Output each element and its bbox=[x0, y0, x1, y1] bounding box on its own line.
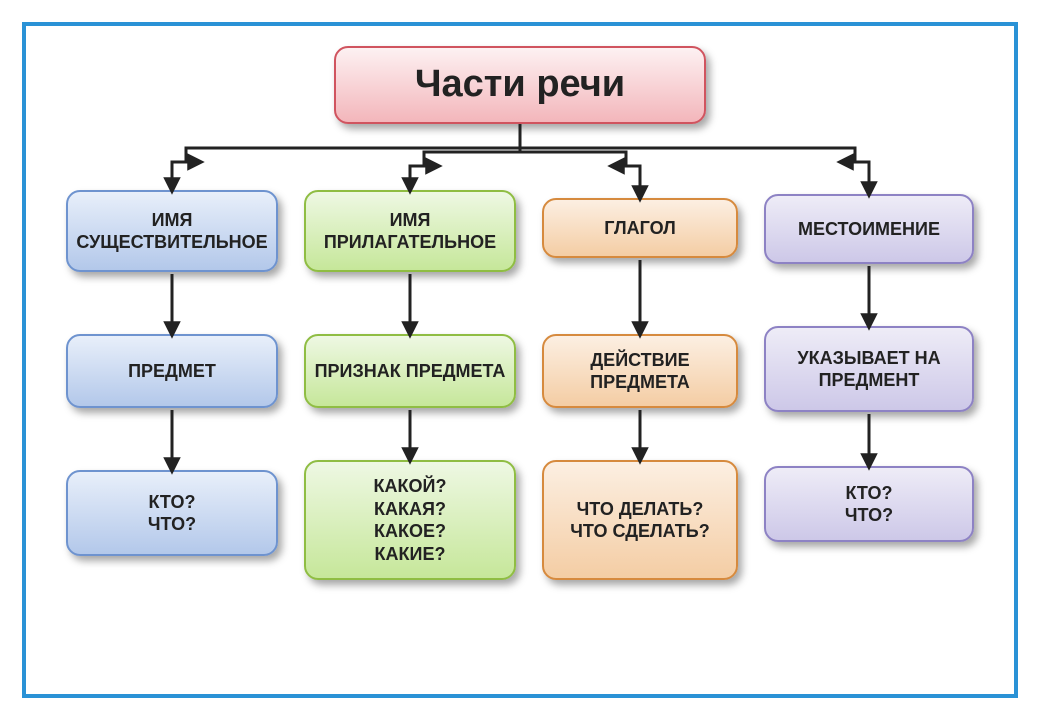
title-box: Части речи bbox=[334, 46, 706, 124]
label-verb-row3: ЧТО ДЕЛАТЬ?ЧТО СДЕЛАТЬ? bbox=[570, 498, 709, 543]
title-label: Части речи bbox=[415, 61, 625, 109]
box-noun-row3: КТО?ЧТО? bbox=[66, 470, 278, 556]
box-pronoun-row2: УКАЗЫВАЕТ НА ПРЕДМЕНТ bbox=[764, 326, 974, 412]
label-noun-row2: ПРЕДМЕТ bbox=[128, 360, 216, 383]
label-pronoun-row3: КТО?ЧТО? bbox=[845, 482, 893, 527]
label-adj-row3: КАКОЙ?КАКАЯ?КАКОЕ?КАКИЕ? bbox=[374, 475, 447, 565]
box-verb-row3: ЧТО ДЕЛАТЬ?ЧТО СДЕЛАТЬ? bbox=[542, 460, 738, 580]
label-noun-row1: ИМЯ СУЩЕСТВИТЕЛЬНОЕ bbox=[74, 209, 270, 254]
label-verb-row2: ДЕЙСТВИЕ ПРЕДМЕТА bbox=[550, 349, 730, 394]
box-pronoun-row3: КТО?ЧТО? bbox=[764, 466, 974, 542]
label-noun-row3: КТО?ЧТО? bbox=[148, 491, 196, 536]
box-verb-row2: ДЕЙСТВИЕ ПРЕДМЕТА bbox=[542, 334, 738, 408]
label-pronoun-row1: МЕСТОИМЕНИЕ bbox=[798, 218, 940, 241]
label-adj-row2: ПРИЗНАК ПРЕДМЕТА bbox=[315, 360, 506, 383]
box-noun-row1: ИМЯ СУЩЕСТВИТЕЛЬНОЕ bbox=[66, 190, 278, 272]
box-adj-row1: ИМЯ ПРИЛАГАТЕЛЬНОЕ bbox=[304, 190, 516, 272]
box-adj-row2: ПРИЗНАК ПРЕДМЕТА bbox=[304, 334, 516, 408]
label-pronoun-row2: УКАЗЫВАЕТ НА ПРЕДМЕНТ bbox=[772, 347, 966, 392]
box-adj-row3: КАКОЙ?КАКАЯ?КАКОЕ?КАКИЕ? bbox=[304, 460, 516, 580]
label-adj-row1: ИМЯ ПРИЛАГАТЕЛЬНОЕ bbox=[312, 209, 508, 254]
label-verb-row1: ГЛАГОЛ bbox=[604, 217, 676, 240]
box-verb-row1: ГЛАГОЛ bbox=[542, 198, 738, 258]
box-pronoun-row1: МЕСТОИМЕНИЕ bbox=[764, 194, 974, 264]
box-noun-row2: ПРЕДМЕТ bbox=[66, 334, 278, 408]
